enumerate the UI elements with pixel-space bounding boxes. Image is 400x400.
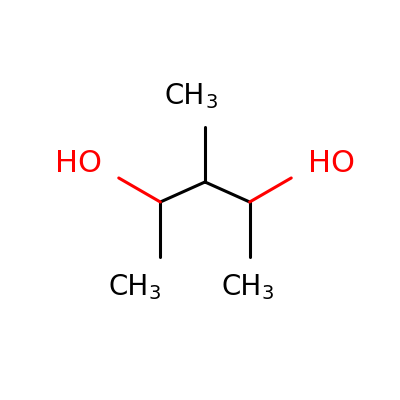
Text: CH: CH bbox=[108, 273, 149, 301]
Text: 3: 3 bbox=[149, 284, 161, 303]
Text: 3: 3 bbox=[262, 284, 274, 303]
Text: 3: 3 bbox=[205, 93, 218, 112]
Text: HO: HO bbox=[308, 149, 355, 178]
Text: CH: CH bbox=[165, 82, 205, 110]
Text: HO: HO bbox=[55, 149, 102, 178]
Text: CH: CH bbox=[221, 273, 261, 301]
